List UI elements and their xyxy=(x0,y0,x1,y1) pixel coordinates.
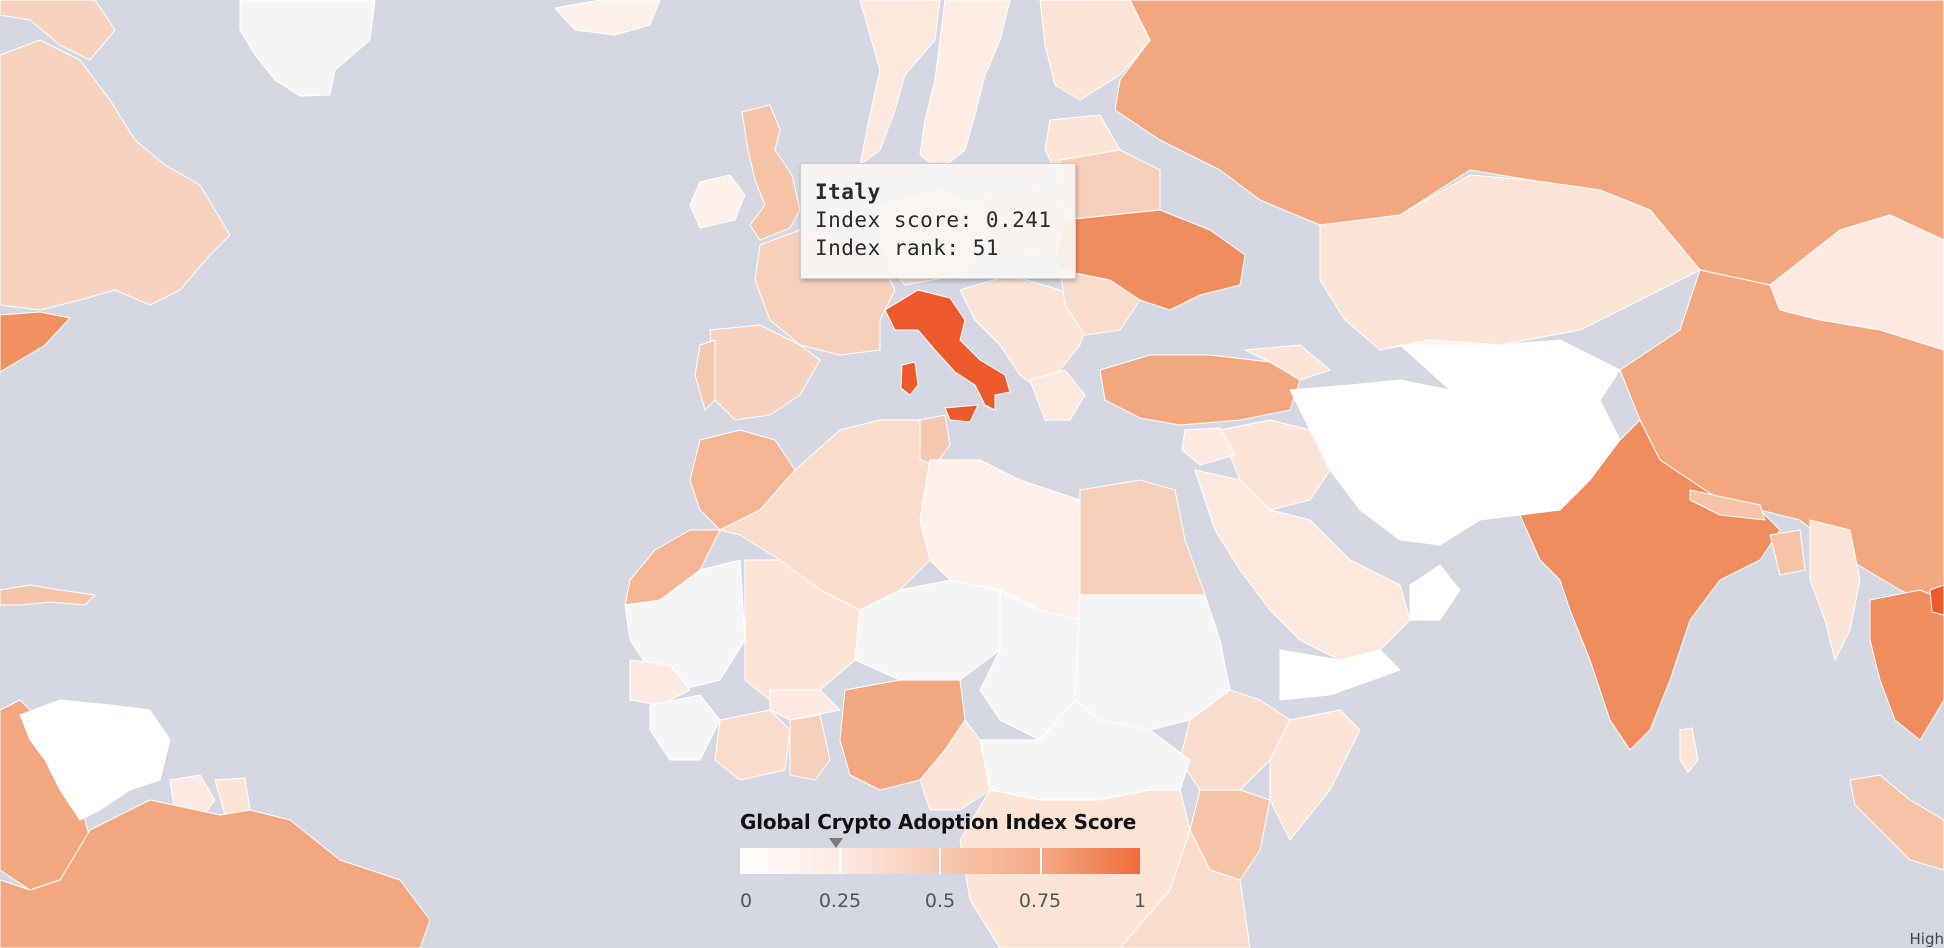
country-caribbean-islands[interactable] xyxy=(0,584,96,606)
country-brazil[interactable] xyxy=(0,799,431,948)
country-romania[interactable] xyxy=(1059,269,1141,336)
legend-color-scale xyxy=(740,848,1140,874)
country-turkey[interactable] xyxy=(1099,354,1301,426)
country-colombia[interactable] xyxy=(0,699,91,891)
country-greece[interactable] xyxy=(1029,369,1086,421)
country-guinea[interactable] xyxy=(649,694,721,761)
country-norway[interactable] xyxy=(859,0,941,166)
country-bangladesh[interactable] xyxy=(1769,529,1806,576)
country-ireland[interactable] xyxy=(689,174,746,229)
country-somalia[interactable] xyxy=(1269,709,1361,841)
country-caucasus[interactable] xyxy=(1244,344,1331,381)
country-myanmar[interactable] xyxy=(1809,519,1861,661)
country-venezuela[interactable] xyxy=(19,699,171,821)
corner-label: High xyxy=(1909,930,1944,948)
legend-title: Global Crypto Adoption Index Score xyxy=(740,810,1137,834)
country-italy-sardinia[interactable] xyxy=(900,361,919,396)
legend-tick-label: 0.5 xyxy=(924,890,956,912)
country-saudi-arabia[interactable] xyxy=(1194,469,1411,661)
country-burkina-faso[interactable] xyxy=(769,689,841,721)
tooltip-index-score: Index score: 0.241 xyxy=(815,208,1052,232)
tooltip-country-name: Italy xyxy=(815,180,881,204)
country-vietnam-hot[interactable] xyxy=(1929,584,1944,616)
country-suriname[interactable] xyxy=(214,777,251,816)
legend-tick-label: 0.25 xyxy=(818,890,862,912)
legend-segment-4 xyxy=(1041,848,1140,874)
legend-segment-1 xyxy=(740,848,841,874)
country-iceland[interactable] xyxy=(554,0,661,36)
country-greenland[interactable] xyxy=(239,0,376,97)
country-egypt[interactable] xyxy=(1079,479,1206,596)
country-balkans[interactable] xyxy=(959,274,1091,391)
country-tanzania[interactable] xyxy=(1119,829,1251,948)
country-kazakhstan[interactable] xyxy=(1319,174,1701,351)
legend-tick-label: 1 xyxy=(1133,890,1147,912)
country-mauritania[interactable] xyxy=(624,559,746,691)
map-legend: Global Crypto Adoption Index Score 0 0.2… xyxy=(740,810,1170,920)
legend-segment-3 xyxy=(941,848,1042,874)
legend-segment-2 xyxy=(840,848,941,874)
country-canada-islands[interactable] xyxy=(0,0,116,61)
country-mali[interactable] xyxy=(744,559,861,701)
legend-value-marker-icon xyxy=(829,838,844,848)
country-tooltip: Italy Index score: 0.241 Index rank: 51 xyxy=(800,163,1076,279)
country-usa[interactable] xyxy=(0,311,71,373)
country-senegal[interactable] xyxy=(629,659,691,706)
country-ivory-coast[interactable] xyxy=(714,709,791,781)
country-oman[interactable] xyxy=(1409,564,1461,621)
country-tunisia[interactable] xyxy=(919,414,951,466)
country-vietnam-region[interactable] xyxy=(1869,589,1944,741)
country-sri-lanka[interactable] xyxy=(1679,727,1699,773)
tooltip-index-rank: Index rank: 51 xyxy=(815,236,1000,260)
country-sweden[interactable] xyxy=(919,0,1011,171)
legend-tick-label: 0.75 xyxy=(1018,890,1062,912)
country-syria[interactable] xyxy=(1181,427,1236,466)
country-ghana[interactable] xyxy=(789,714,831,781)
country-malaysia[interactable] xyxy=(1849,774,1944,871)
country-uzbekistan[interactable] xyxy=(1379,339,1501,351)
country-yemen[interactable] xyxy=(1279,649,1401,701)
country-canada[interactable] xyxy=(0,39,231,311)
country-italy[interactable] xyxy=(884,289,1011,411)
country-portugal[interactable] xyxy=(694,339,716,411)
country-united-kingdom[interactable] xyxy=(741,104,801,241)
country-italy-sicily[interactable] xyxy=(944,404,979,423)
country-nepal[interactable] xyxy=(1689,489,1766,521)
legend-tick-label: 0 xyxy=(740,890,753,912)
